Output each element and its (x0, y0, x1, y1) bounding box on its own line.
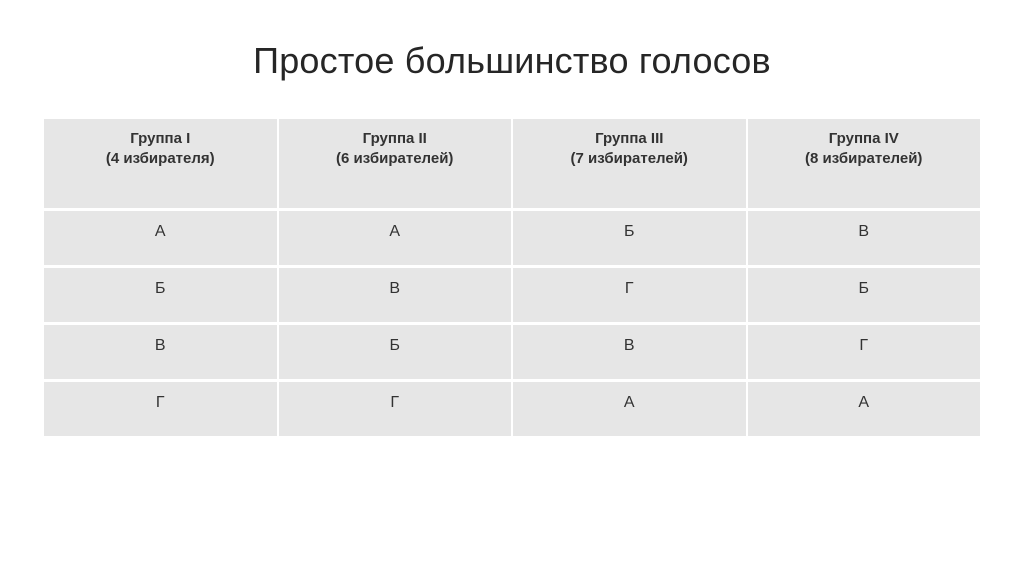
table-row: А А Б В (44, 211, 980, 265)
table-header-row: Группа I (4 избирателя) Группа II (6 изб… (44, 119, 980, 208)
votes-table: Группа I (4 избирателя) Группа II (6 изб… (42, 116, 982, 439)
header-line2: (8 избирателей) (756, 149, 973, 169)
table-row: Г Г А А (44, 382, 980, 436)
table-cell: В (513, 325, 746, 379)
header-line2: (7 избирателей) (521, 149, 738, 169)
header-line2: (4 избирателя) (52, 149, 269, 169)
table-body: А А Б В Б В Г Б В Б В Г Г Г А А (44, 211, 980, 436)
header-line1: Группа II (287, 129, 504, 149)
table-cell: А (44, 211, 277, 265)
page-title: Простое большинство голосов (42, 40, 982, 82)
header-line2: (6 избирателей) (287, 149, 504, 169)
table-cell: А (748, 382, 981, 436)
table-row: Б В Г Б (44, 268, 980, 322)
table-row: В Б В Г (44, 325, 980, 379)
table-cell: А (279, 211, 512, 265)
table-cell: В (279, 268, 512, 322)
header-line1: Группа I (52, 129, 269, 149)
column-header: Группа II (6 избирателей) (279, 119, 512, 208)
table-cell: Г (279, 382, 512, 436)
table-cell: Г (748, 325, 981, 379)
table-cell: Б (513, 211, 746, 265)
table-cell: Г (513, 268, 746, 322)
table-cell: Б (44, 268, 277, 322)
header-line1: Группа IV (756, 129, 973, 149)
header-line1: Группа III (521, 129, 738, 149)
table-cell: Г (44, 382, 277, 436)
table-cell: Б (279, 325, 512, 379)
column-header: Группа III (7 избирателей) (513, 119, 746, 208)
table-cell: Б (748, 268, 981, 322)
table-cell: А (513, 382, 746, 436)
column-header: Группа I (4 избирателя) (44, 119, 277, 208)
table-cell: В (44, 325, 277, 379)
column-header: Группа IV (8 избирателей) (748, 119, 981, 208)
slide: Простое большинство голосов Группа I (4 … (0, 0, 1024, 574)
table-cell: В (748, 211, 981, 265)
